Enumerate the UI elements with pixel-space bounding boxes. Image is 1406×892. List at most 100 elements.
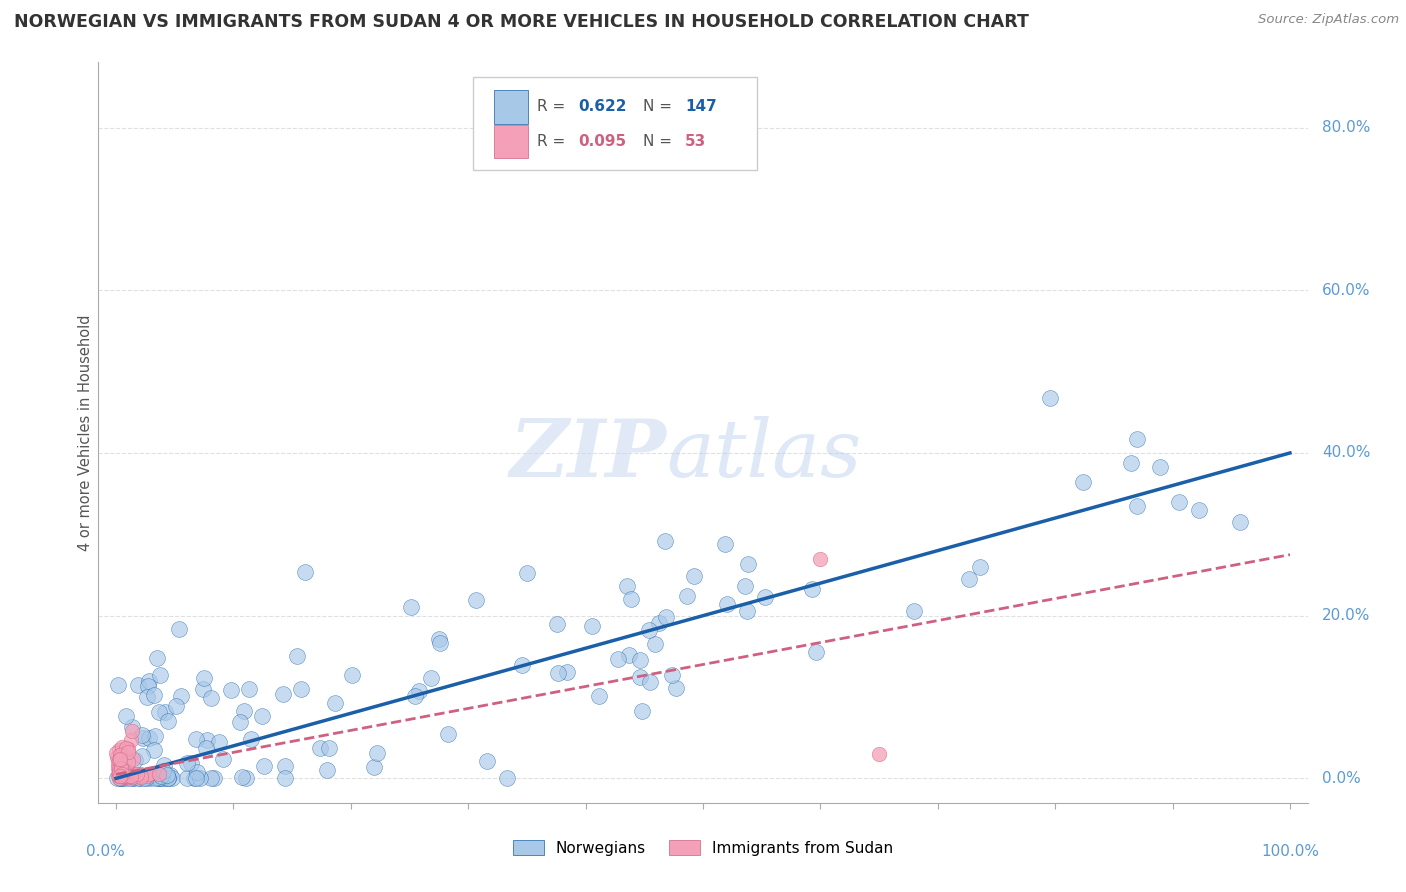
Point	[188, 772, 211, 786]
Point	[117, 768, 139, 782]
Point	[129, 768, 152, 782]
Point	[108, 764, 131, 779]
Point	[139, 772, 162, 786]
Point	[184, 732, 207, 747]
Point	[200, 690, 222, 705]
Point	[124, 772, 146, 786]
Point	[437, 727, 460, 741]
Point	[401, 600, 423, 615]
Point	[160, 772, 183, 786]
Point	[903, 604, 925, 618]
Point	[176, 772, 198, 786]
Point	[112, 769, 135, 783]
Point	[157, 714, 180, 728]
Point	[111, 747, 134, 762]
Point	[1126, 499, 1149, 513]
Point	[274, 772, 297, 786]
Point	[105, 747, 128, 761]
Point	[136, 679, 159, 693]
Point	[117, 745, 139, 759]
Point	[111, 767, 134, 781]
Point	[202, 772, 225, 786]
Text: NORWEGIAN VS IMMIGRANTS FROM SUDAN 4 OR MORE VEHICLES IN HOUSEHOLD CORRELATION C: NORWEGIAN VS IMMIGRANTS FROM SUDAN 4 OR …	[14, 13, 1029, 31]
Point	[868, 747, 890, 761]
Point	[115, 764, 138, 778]
Point	[148, 772, 170, 786]
Point	[148, 772, 170, 786]
Point	[654, 534, 676, 549]
Point	[516, 566, 538, 580]
Point	[180, 756, 202, 770]
Point	[128, 772, 150, 786]
Point	[111, 772, 134, 786]
Point	[366, 746, 388, 760]
Text: 0.0%: 0.0%	[86, 844, 125, 858]
Point	[108, 769, 131, 783]
Point	[1168, 495, 1191, 509]
Point	[122, 770, 145, 784]
Bar	[494, 90, 527, 123]
Text: R =: R =	[537, 134, 571, 149]
Point	[111, 739, 134, 754]
Text: N =: N =	[643, 99, 676, 114]
Legend: Norwegians, Immigrants from Sudan: Norwegians, Immigrants from Sudan	[508, 834, 898, 862]
Point	[271, 687, 294, 701]
Point	[107, 756, 129, 770]
Text: Source: ZipAtlas.com: Source: ZipAtlas.com	[1258, 13, 1399, 27]
Point	[129, 768, 152, 782]
Point	[127, 766, 149, 780]
Point	[754, 590, 776, 604]
Point	[661, 667, 683, 681]
Text: 60.0%: 60.0%	[1322, 283, 1371, 298]
Point	[112, 770, 135, 784]
Point	[138, 731, 160, 745]
Point	[193, 671, 215, 685]
Point	[135, 690, 157, 704]
Point	[211, 752, 233, 766]
Point	[1149, 459, 1171, 474]
Point	[959, 572, 981, 586]
Point	[1229, 515, 1251, 529]
Point	[110, 763, 132, 777]
Point	[111, 764, 134, 778]
Point	[628, 653, 651, 667]
Text: 0.095: 0.095	[578, 134, 627, 149]
Point	[176, 756, 198, 771]
Point	[808, 551, 831, 566]
Point	[138, 767, 160, 781]
Point	[510, 657, 533, 672]
Point	[124, 753, 146, 767]
Point	[235, 772, 257, 786]
Point	[316, 763, 339, 777]
Point	[607, 652, 630, 666]
Text: 0.622: 0.622	[578, 99, 627, 114]
Point	[233, 704, 256, 718]
Point	[208, 735, 231, 749]
Y-axis label: 4 or more Vehicles in Household: 4 or more Vehicles in Household	[77, 314, 93, 551]
Text: 80.0%: 80.0%	[1322, 120, 1371, 135]
Point	[200, 772, 222, 786]
Point	[588, 689, 610, 703]
Point	[105, 750, 128, 764]
Point	[183, 772, 205, 786]
Point	[131, 748, 153, 763]
FancyBboxPatch shape	[474, 78, 758, 169]
Point	[638, 674, 661, 689]
Point	[149, 667, 172, 681]
Point	[108, 748, 131, 763]
Point	[121, 724, 143, 739]
Point	[631, 704, 654, 718]
Point	[145, 651, 167, 665]
Point	[628, 670, 651, 684]
Point	[111, 763, 134, 777]
Point	[165, 699, 187, 714]
Point	[107, 761, 129, 775]
Point	[108, 771, 131, 785]
Point	[143, 729, 166, 743]
Bar	[494, 125, 527, 158]
Point	[250, 709, 273, 723]
Point	[117, 770, 139, 784]
Point	[117, 769, 139, 783]
Text: 0.0%: 0.0%	[1322, 771, 1361, 786]
Point	[735, 604, 758, 618]
